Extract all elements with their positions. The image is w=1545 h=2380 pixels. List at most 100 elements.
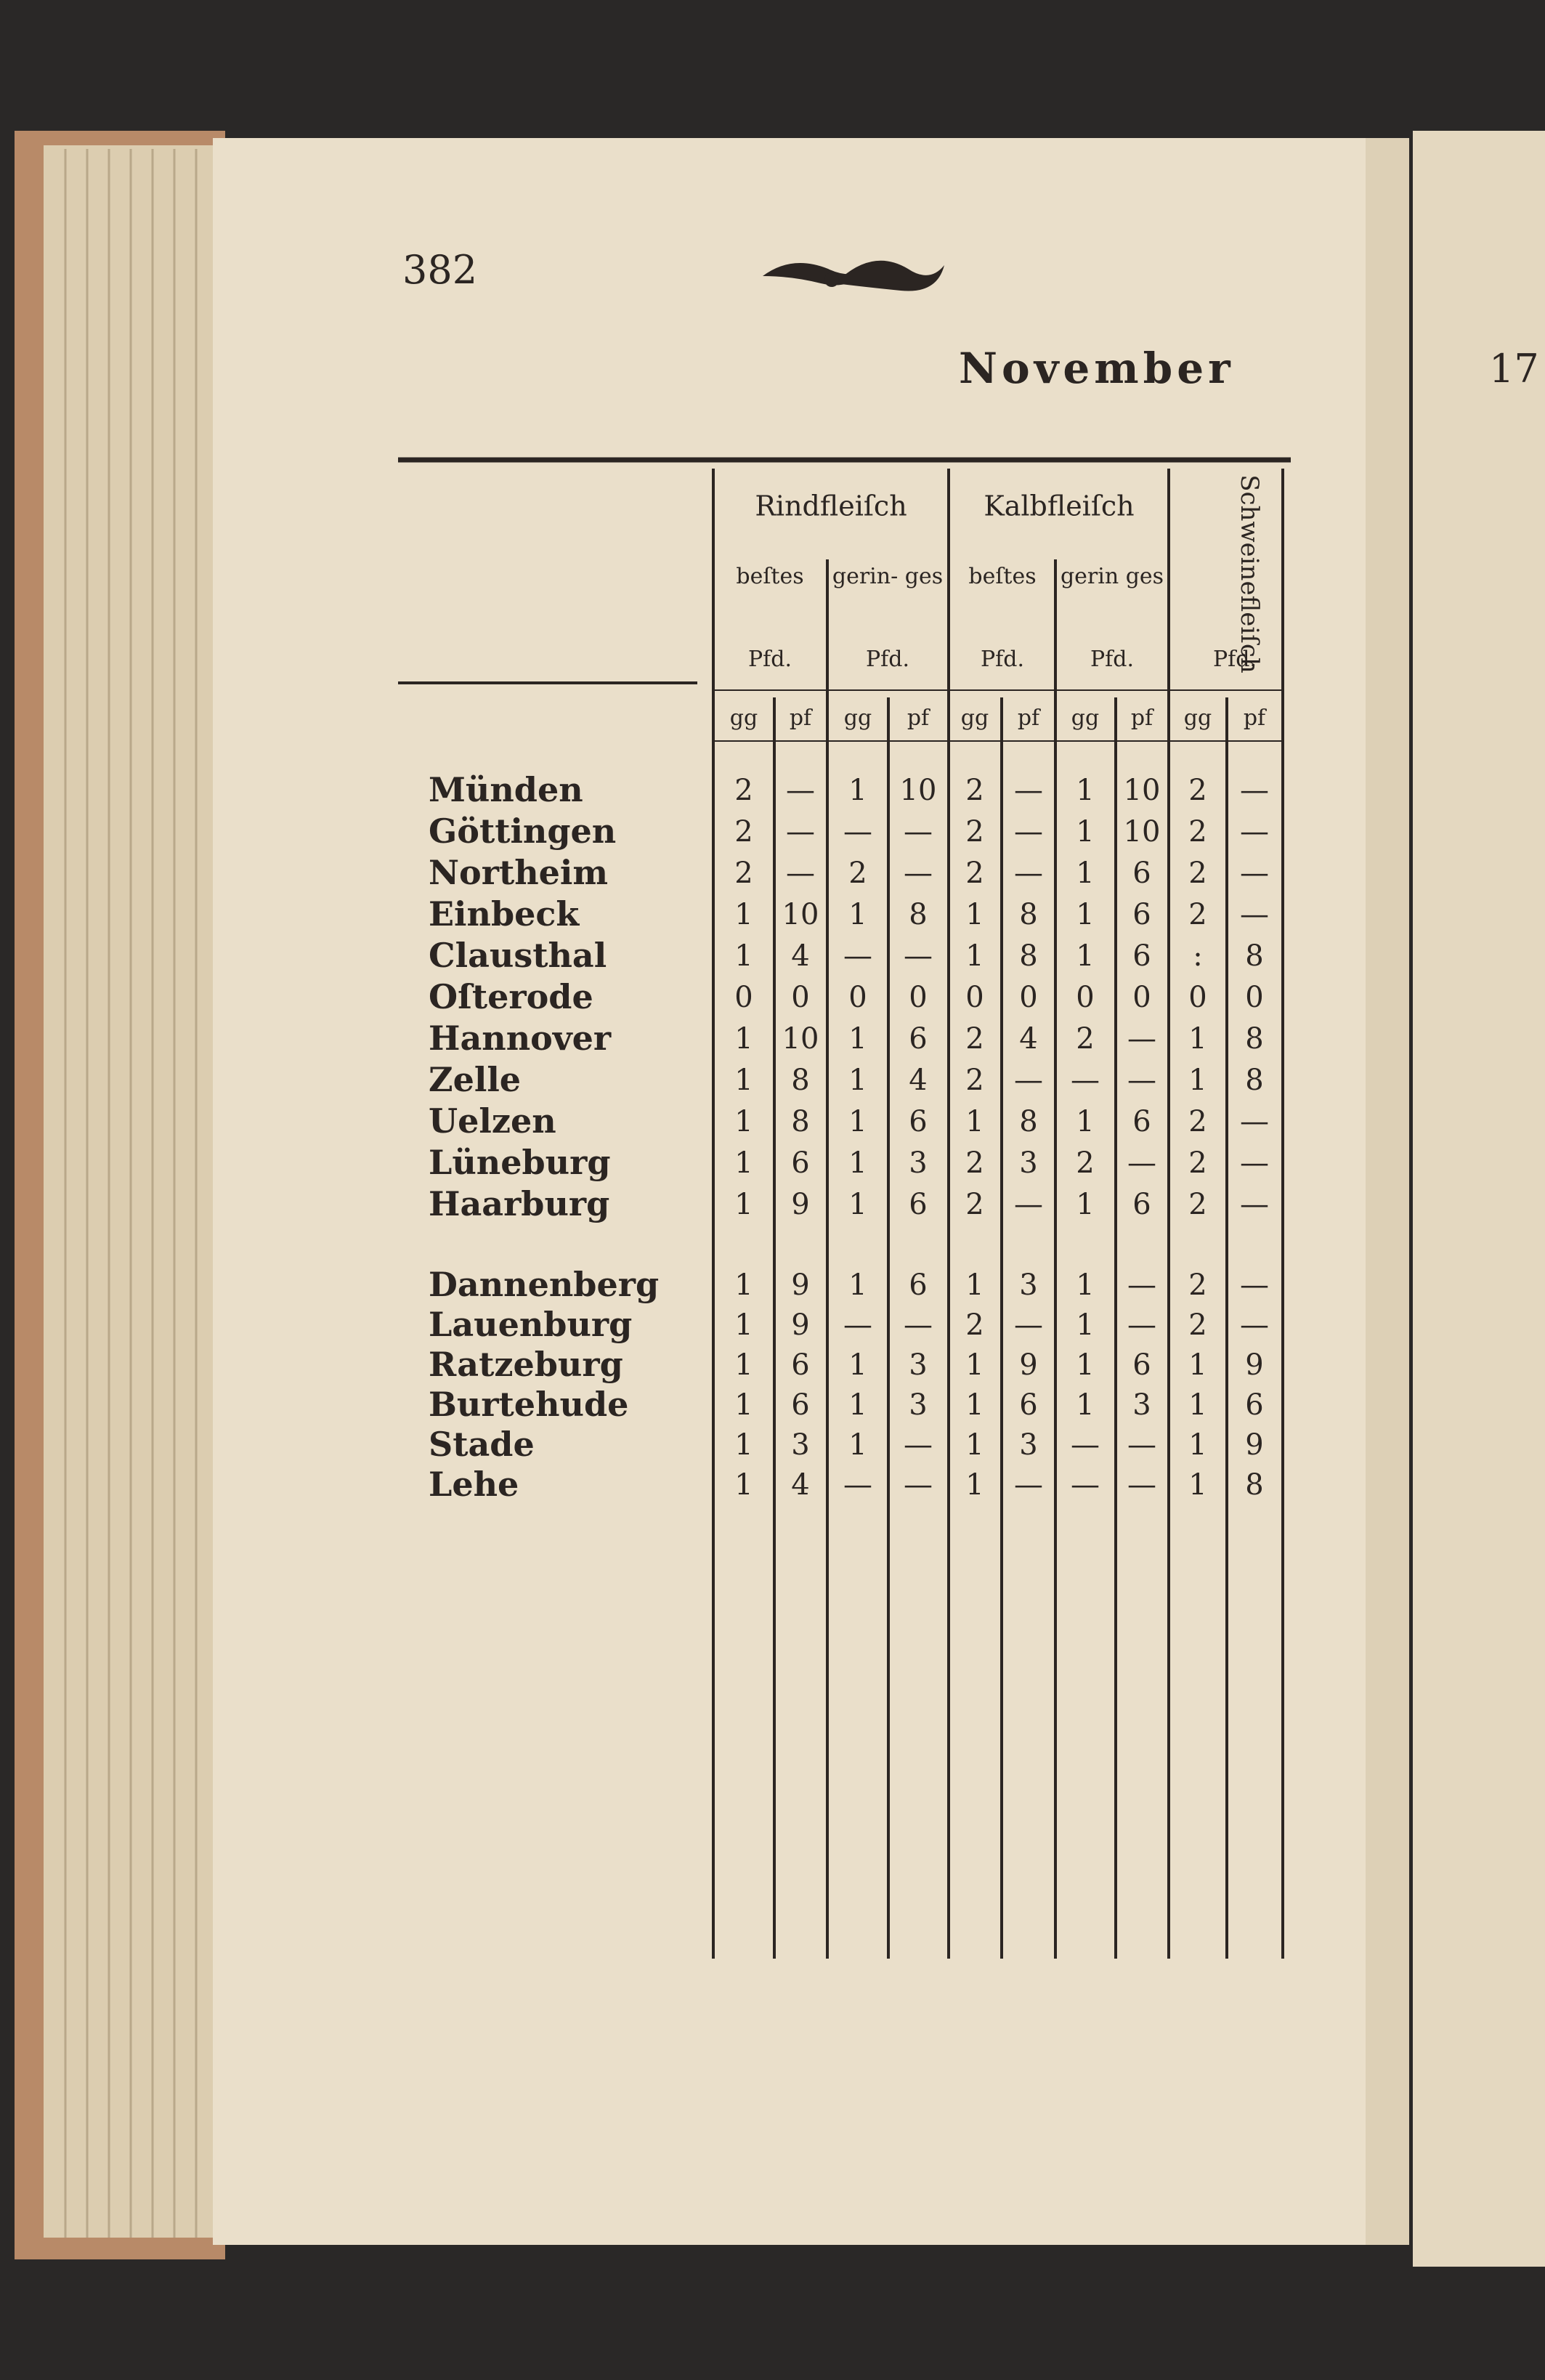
cell-value: 1: [965, 1268, 984, 1302]
cell-value: 2: [965, 1188, 984, 1221]
cell-value: 6: [909, 1268, 927, 1302]
cell-value: 1: [848, 1388, 867, 1422]
cell-value: —: [1240, 1308, 1269, 1342]
cell-value: 2: [965, 1308, 984, 1342]
cell-value: 10: [900, 774, 937, 807]
column-lines: [712, 469, 1284, 1959]
unit-header: gg: [961, 705, 989, 731]
row-name: Münden: [429, 770, 583, 809]
cell-value: 10: [1124, 774, 1161, 807]
cell-value: —: [1240, 774, 1269, 807]
cell-value: —: [1127, 1308, 1156, 1342]
cell-value: 1: [848, 1348, 867, 1382]
cell-value: 6: [791, 1348, 809, 1382]
cell-value: 1: [1076, 1348, 1094, 1382]
cell-value: 3: [1132, 1388, 1151, 1422]
cell-value: 6: [791, 1388, 809, 1422]
cell-value: 1: [965, 939, 984, 973]
cell-value: 2: [1188, 1308, 1207, 1342]
cell-value: 9: [791, 1308, 809, 1342]
cell-value: 0: [965, 981, 984, 1014]
cell-value: 8: [1245, 1468, 1263, 1502]
cell-value: 2: [734, 774, 753, 807]
cell-value: 1: [965, 1428, 984, 1462]
cell-value: 1: [848, 1064, 867, 1097]
cell-value: 6: [1132, 1348, 1151, 1382]
sub-header: beſtes: [968, 564, 1036, 589]
cell-value: 1: [1076, 857, 1094, 890]
unit-header: gg: [1184, 705, 1212, 731]
cell-value: 1: [734, 939, 753, 973]
row-name: Zelle: [429, 1060, 521, 1099]
cell-value: 1: [965, 1105, 984, 1138]
cell-value: 8: [791, 1064, 809, 1097]
cell-value: 4: [791, 1468, 809, 1502]
table: Rindfleiſch Kalbfleiſch Schweinefleiſch beſ…: [429, 474, 1269, 1504]
cell-value: 1: [1076, 1188, 1094, 1221]
row-name: Lauenburg: [429, 1305, 632, 1344]
cell-value: 0: [734, 981, 753, 1014]
cell-value: 1: [1188, 1022, 1207, 1056]
cell-value: —: [1240, 815, 1269, 849]
cell-value: 10: [1124, 815, 1161, 849]
cell-value: 0: [1245, 981, 1263, 1014]
cell-value: 1: [1188, 1348, 1207, 1382]
cell-value: 1: [734, 1022, 753, 1056]
cell-value: 1: [1076, 1105, 1094, 1138]
cell-value: —: [904, 1428, 933, 1462]
cell-value: —: [843, 815, 872, 849]
cell-value: 4: [791, 939, 809, 973]
cell-value: 0: [1076, 981, 1094, 1014]
cell-value: —: [843, 939, 872, 973]
cell-value: —: [1240, 1146, 1269, 1180]
cell-value: 1: [734, 1428, 753, 1462]
cell-value: 6: [1019, 1388, 1037, 1422]
cell-value: —: [1127, 1064, 1156, 1097]
cell-value: 1: [1076, 815, 1094, 849]
row-name: Dannenberg: [429, 1265, 659, 1304]
cell-value: :: [1193, 939, 1202, 973]
cell-value: 2: [1188, 898, 1207, 931]
cell-value: 6: [1132, 939, 1151, 973]
cell-value: —: [1127, 1146, 1156, 1180]
cell-value: 1: [1076, 939, 1094, 973]
cell-value: —: [1014, 1308, 1043, 1342]
sub-header: beſtes: [736, 564, 803, 589]
cell-value: 9: [1019, 1348, 1037, 1382]
cell-value: —: [1014, 1188, 1043, 1221]
cell-value: 4: [1019, 1022, 1037, 1056]
cell-value: 2: [1188, 857, 1207, 890]
cell-value: —: [786, 815, 815, 849]
cell-value: 8: [1245, 939, 1263, 973]
cell-value: 1: [848, 774, 867, 807]
cell-value: 1: [848, 1022, 867, 1056]
cell-value: 1: [734, 1468, 753, 1502]
sub-header: Pfd.: [748, 647, 792, 672]
unit-header: pf: [790, 705, 813, 731]
cell-value: 0: [848, 981, 867, 1014]
cell-value: 2: [1188, 1105, 1207, 1138]
cell-value: 1: [1076, 774, 1094, 807]
cell-value: 10: [782, 1022, 819, 1056]
cell-value: —: [904, 1308, 933, 1342]
page-stack-lines: [64, 149, 198, 2238]
cell-value: 1: [1188, 1468, 1207, 1502]
sub-header: Pfd.: [1213, 647, 1257, 672]
cell-value: —: [1240, 1268, 1269, 1302]
unit-header: pf: [1018, 705, 1041, 731]
cell-value: 2: [1076, 1146, 1094, 1180]
cell-value: —: [904, 815, 933, 849]
cell-value: —: [1014, 815, 1043, 849]
cell-value: 1: [734, 1146, 753, 1180]
page: [213, 138, 1404, 2245]
cell-value: 1: [734, 1105, 753, 1138]
cell-value: 1: [848, 1105, 867, 1138]
cell-value: 0: [791, 981, 809, 1014]
cell-value: 4: [909, 1064, 927, 1097]
cell-value: —: [1127, 1468, 1156, 1502]
cell-value: 0: [1188, 981, 1207, 1014]
cell-value: 2: [965, 1064, 984, 1097]
cell-value: 8: [1245, 1064, 1263, 1097]
cell-value: 1: [1188, 1388, 1207, 1422]
cell-value: 1: [965, 898, 984, 931]
